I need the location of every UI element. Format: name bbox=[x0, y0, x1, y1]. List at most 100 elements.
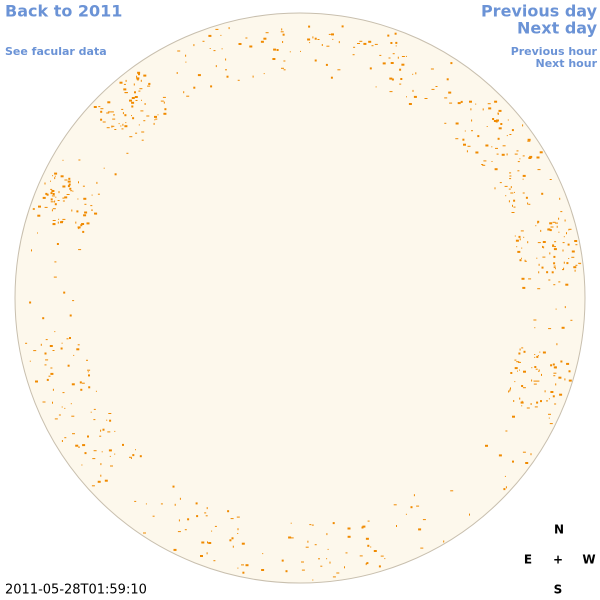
facula bbox=[341, 25, 344, 28]
next-hour-link[interactable]: Next hour bbox=[536, 57, 598, 70]
facula bbox=[52, 193, 55, 195]
facula bbox=[52, 175, 54, 177]
facula bbox=[371, 45, 374, 47]
facula bbox=[82, 185, 85, 187]
facula bbox=[71, 383, 75, 386]
facula bbox=[228, 27, 230, 30]
facula bbox=[160, 503, 163, 505]
facula bbox=[336, 572, 340, 574]
facula bbox=[226, 75, 229, 78]
facula bbox=[186, 95, 190, 97]
facula bbox=[560, 360, 563, 363]
facula bbox=[230, 518, 234, 520]
facula bbox=[56, 243, 59, 245]
facula bbox=[566, 362, 570, 365]
previous-hour-link[interactable]: Previous hour bbox=[511, 45, 598, 58]
facula bbox=[405, 513, 407, 515]
facula bbox=[160, 100, 164, 102]
facula bbox=[82, 230, 85, 233]
facula bbox=[62, 200, 65, 202]
facula bbox=[46, 378, 49, 381]
facula bbox=[542, 256, 546, 258]
facula bbox=[517, 370, 518, 372]
facula bbox=[392, 53, 395, 55]
facula bbox=[497, 137, 500, 140]
previous-day-link[interactable]: Previous day bbox=[481, 2, 598, 21]
facular-link[interactable]: See facular data bbox=[5, 45, 107, 58]
facula bbox=[562, 242, 565, 244]
facula bbox=[57, 200, 60, 201]
facula bbox=[141, 99, 142, 101]
facula bbox=[519, 158, 521, 160]
facula bbox=[548, 398, 550, 400]
facula bbox=[237, 533, 239, 534]
facula bbox=[575, 244, 578, 246]
facula bbox=[347, 535, 351, 538]
facula bbox=[208, 34, 212, 37]
facula bbox=[387, 34, 390, 37]
facula bbox=[457, 102, 461, 105]
facula bbox=[209, 48, 211, 49]
facula bbox=[288, 536, 292, 539]
facula bbox=[471, 130, 473, 132]
facula bbox=[145, 503, 147, 505]
facula bbox=[526, 407, 530, 409]
facula bbox=[138, 73, 140, 76]
facula bbox=[78, 181, 79, 184]
facula bbox=[366, 562, 369, 565]
facula bbox=[108, 413, 112, 414]
facula bbox=[464, 130, 466, 132]
facula bbox=[471, 119, 473, 122]
facula bbox=[282, 33, 285, 36]
facula bbox=[345, 552, 348, 554]
back-link[interactable]: Back to 2011 bbox=[5, 2, 122, 21]
facula bbox=[88, 386, 91, 389]
facula bbox=[76, 210, 79, 213]
facula bbox=[552, 395, 555, 398]
facula bbox=[508, 200, 510, 203]
facula bbox=[395, 41, 398, 44]
facula bbox=[112, 118, 116, 120]
facula bbox=[71, 209, 73, 212]
facula bbox=[549, 423, 553, 425]
facula bbox=[564, 219, 566, 222]
facula bbox=[314, 37, 317, 40]
facula bbox=[347, 527, 351, 530]
facula bbox=[548, 279, 551, 281]
facula bbox=[227, 510, 230, 513]
facula bbox=[37, 214, 41, 217]
facula bbox=[514, 367, 518, 370]
next-day-link[interactable]: Next day bbox=[517, 19, 598, 38]
facula bbox=[164, 108, 167, 111]
facula bbox=[120, 125, 122, 127]
facula bbox=[83, 214, 87, 217]
facula bbox=[106, 112, 110, 114]
facula bbox=[556, 225, 558, 228]
facula bbox=[62, 218, 66, 220]
facula bbox=[554, 246, 556, 248]
facula bbox=[320, 565, 323, 567]
facula bbox=[321, 44, 323, 46]
facula bbox=[82, 444, 86, 447]
facula bbox=[44, 182, 46, 185]
facula bbox=[281, 28, 283, 31]
facula bbox=[90, 411, 92, 413]
facula bbox=[541, 373, 542, 376]
facula bbox=[184, 529, 187, 531]
facula bbox=[558, 217, 560, 220]
facula bbox=[378, 565, 381, 568]
facula bbox=[289, 51, 291, 53]
facula bbox=[413, 95, 417, 98]
facula bbox=[560, 211, 563, 213]
facula bbox=[538, 271, 540, 274]
facula bbox=[106, 127, 110, 129]
facula bbox=[497, 112, 499, 115]
facula bbox=[503, 488, 506, 491]
facula bbox=[517, 250, 521, 253]
facula bbox=[558, 231, 560, 233]
facula bbox=[141, 131, 145, 133]
facula bbox=[390, 62, 394, 64]
facula bbox=[568, 370, 571, 373]
facula bbox=[40, 343, 42, 346]
facula bbox=[92, 458, 96, 460]
